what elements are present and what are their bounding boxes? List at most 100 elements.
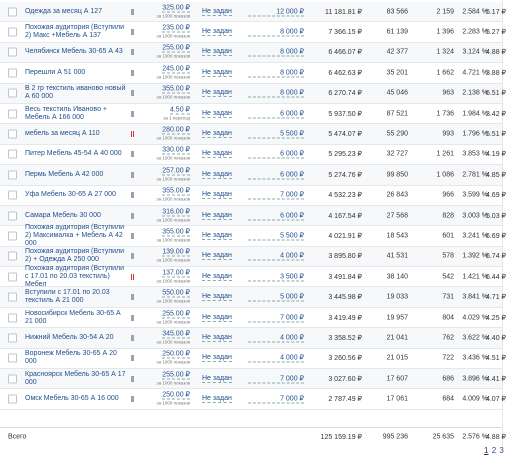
- bid-cell[interactable]: 250.00 ₽ за 1000 показов: [140, 392, 190, 407]
- bid-cell[interactable]: 255.00 ₽ за 1000 показов: [140, 371, 190, 386]
- row-checkbox[interactable]: [8, 190, 17, 200]
- row-checkbox[interactable]: [8, 272, 17, 282]
- campaign-name-link[interactable]: Уфа Мебель 30-65 А 27 000: [25, 191, 116, 199]
- row-checkbox[interactable]: [8, 7, 17, 17]
- campaign-name-link[interactable]: Самара Мебель 30 000: [25, 211, 101, 219]
- row-checkbox[interactable]: [8, 88, 17, 98]
- limit-link[interactable]: Не задан: [202, 395, 232, 404]
- row-checkbox[interactable]: [8, 68, 17, 78]
- page-link-2[interactable]: 2: [491, 446, 497, 455]
- row-checkbox[interactable]: [8, 353, 17, 363]
- bid-cell[interactable]: 330.00 ₽ за 1000 показов: [140, 147, 190, 162]
- bid-cell[interactable]: 257.00 ₽ за 1000 показов: [140, 167, 190, 182]
- limit-link[interactable]: Не задан: [202, 293, 232, 302]
- campaign-name-link[interactable]: Челябинск Мебель 30-65 А 43: [25, 48, 123, 56]
- campaign-name-link[interactable]: Одежда за месяц А 127: [25, 7, 103, 15]
- limit-link[interactable]: Не задан: [202, 354, 232, 363]
- limit-link[interactable]: Не задан: [202, 333, 232, 342]
- limit-link[interactable]: Не задан: [202, 231, 232, 240]
- row-checkbox[interactable]: [8, 313, 17, 323]
- bid-cell[interactable]: 137.00 ₽ за 1000 показов: [140, 269, 190, 284]
- budget-link[interactable]: 8 000 ₽: [248, 89, 304, 98]
- bid-cell[interactable]: 550.00 ₽ за 1000 показов: [140, 290, 190, 305]
- limit-link[interactable]: Не задан: [202, 48, 232, 57]
- budget-link[interactable]: 6 000 ₽: [248, 109, 304, 119]
- bid-cell[interactable]: 255.00 ₽ за 1000 показов: [140, 45, 190, 60]
- campaign-name-link[interactable]: Похожая аудитория (Вступили 2) Максималк…: [25, 223, 125, 247]
- limit-link[interactable]: Не задан: [202, 191, 232, 200]
- bid-cell[interactable]: 355.00 ₽ за 1000 показов: [140, 86, 190, 101]
- budget-link[interactable]: 6 000 ₽: [248, 150, 304, 159]
- campaign-name-link[interactable]: мебель за месяц А 110: [25, 130, 100, 138]
- campaign-name-link[interactable]: Вступили с 17.01 по 20.03 текстиль А 21 …: [25, 289, 110, 305]
- bid-cell[interactable]: 345.00 ₽ за 1000 показов: [140, 330, 190, 345]
- campaign-name-link[interactable]: Питер Мебель 45-54 А 40 000: [25, 150, 122, 158]
- campaign-name-link[interactable]: Весь текстиль Иваново + Мебель А 166 000: [25, 105, 107, 121]
- budget-link[interactable]: 4 000 ₽: [248, 252, 304, 261]
- bid-cell[interactable]: 245.00 ₽ за 1000 показов: [140, 65, 190, 80]
- page-link-3[interactable]: 3: [499, 446, 504, 455]
- campaign-name-link[interactable]: В 2 гр текстиль иваново новый А 60 000: [25, 85, 126, 101]
- row-checkbox[interactable]: [8, 149, 17, 159]
- campaign-name-link[interactable]: Похожая аудитория (Вступили 2) + Одежда …: [25, 248, 125, 264]
- campaign-name-link[interactable]: Похожая аудитория (Вступили 2) Макс +Меб…: [25, 24, 125, 40]
- bid-cell[interactable]: 139.00 ₽ за 1000 показов: [140, 249, 190, 264]
- budget-link[interactable]: 3 500 ₽: [248, 272, 304, 282]
- budget-link[interactable]: 7 000 ₽: [248, 313, 304, 323]
- budget-link[interactable]: 8 000 ₽: [248, 28, 304, 37]
- row-checkbox[interactable]: [8, 231, 17, 241]
- bid-cell[interactable]: 250.00 ₽ за 1000 показов: [140, 351, 190, 366]
- row-checkbox[interactable]: [8, 292, 17, 302]
- campaign-name-link[interactable]: Новосибирск Мебель 30-65 А 21 000: [25, 309, 121, 325]
- campaign-name-link[interactable]: Пермь Мебель А 42 000: [25, 170, 104, 178]
- campaign-name-link[interactable]: Нижний Мебель 30-54 А 20: [25, 333, 114, 341]
- budget-link[interactable]: 5 500 ₽: [248, 130, 304, 139]
- budget-link[interactable]: 4 000 ₽: [248, 354, 304, 363]
- budget-link[interactable]: 7 000 ₽: [248, 374, 304, 384]
- budget-link[interactable]: 4 000 ₽: [248, 333, 304, 343]
- limit-link[interactable]: Не задан: [202, 89, 232, 98]
- bid-cell[interactable]: 325.00 ₽ за 1000 показов: [140, 4, 190, 19]
- campaign-name-link[interactable]: Воронеж Мебель 30-65 А 20 000: [25, 350, 117, 366]
- limit-link[interactable]: Не задан: [202, 7, 232, 16]
- campaign-name-link[interactable]: Перешли А 51 000: [25, 68, 86, 76]
- row-checkbox[interactable]: [8, 47, 17, 57]
- limit-link[interactable]: Не задан: [202, 170, 232, 179]
- bid-cell[interactable]: 355.00 ₽ за 1000 показов: [140, 228, 190, 243]
- bid-cell[interactable]: 355.00 ₽ за 1000 показов: [140, 188, 190, 203]
- budget-link[interactable]: 5 000 ₽: [248, 293, 304, 302]
- row-checkbox[interactable]: [8, 251, 17, 261]
- bid-cell[interactable]: 316.00 ₽ за 1000 показов: [140, 208, 190, 223]
- row-checkbox[interactable]: [8, 211, 17, 221]
- page-link-1[interactable]: 1: [484, 446, 489, 455]
- limit-link[interactable]: Не задан: [202, 252, 232, 261]
- row-checkbox[interactable]: [8, 129, 17, 139]
- row-checkbox[interactable]: [8, 333, 17, 343]
- limit-link[interactable]: Не задан: [202, 374, 232, 383]
- bid-cell[interactable]: 235.00 ₽ за 1000 показов: [140, 25, 190, 40]
- limit-link[interactable]: Не задан: [202, 28, 232, 37]
- budget-link[interactable]: 5 500 ₽: [248, 231, 304, 241]
- budget-link[interactable]: 8 000 ₽: [248, 48, 304, 57]
- row-checkbox[interactable]: [8, 170, 17, 180]
- row-checkbox[interactable]: [8, 374, 17, 384]
- limit-link[interactable]: Не задан: [202, 150, 232, 159]
- bid-cell[interactable]: 280.00 ₽ за 1000 показов: [140, 127, 190, 142]
- budget-link[interactable]: 6 000 ₽: [248, 170, 304, 180]
- campaign-name-link[interactable]: Похожая аудитория (Вступили с 17.01 по 2…: [25, 264, 125, 288]
- limit-link[interactable]: Не задан: [202, 109, 232, 118]
- row-checkbox[interactable]: [8, 394, 17, 404]
- bid-cell[interactable]: 255.00 ₽ за 1000 показов: [140, 310, 190, 325]
- row-checkbox[interactable]: [8, 27, 17, 37]
- budget-link[interactable]: 8 000 ₽: [248, 68, 304, 78]
- bid-cell[interactable]: 4.50 ₽ за 1 переход: [140, 106, 190, 121]
- limit-link[interactable]: Не задан: [202, 313, 232, 322]
- limit-link[interactable]: Не задан: [202, 211, 232, 220]
- row-checkbox[interactable]: [8, 109, 17, 119]
- campaign-name-link[interactable]: Омск Мебель 30-65 А 16 000: [25, 395, 119, 403]
- budget-link[interactable]: 7 000 ₽: [248, 191, 304, 200]
- limit-link[interactable]: Не задан: [202, 272, 232, 281]
- limit-link[interactable]: Не задан: [202, 68, 232, 77]
- limit-link[interactable]: Не задан: [202, 130, 232, 139]
- campaign-name-link[interactable]: Красноярск Мебель 30-65 А 17 000: [25, 370, 126, 386]
